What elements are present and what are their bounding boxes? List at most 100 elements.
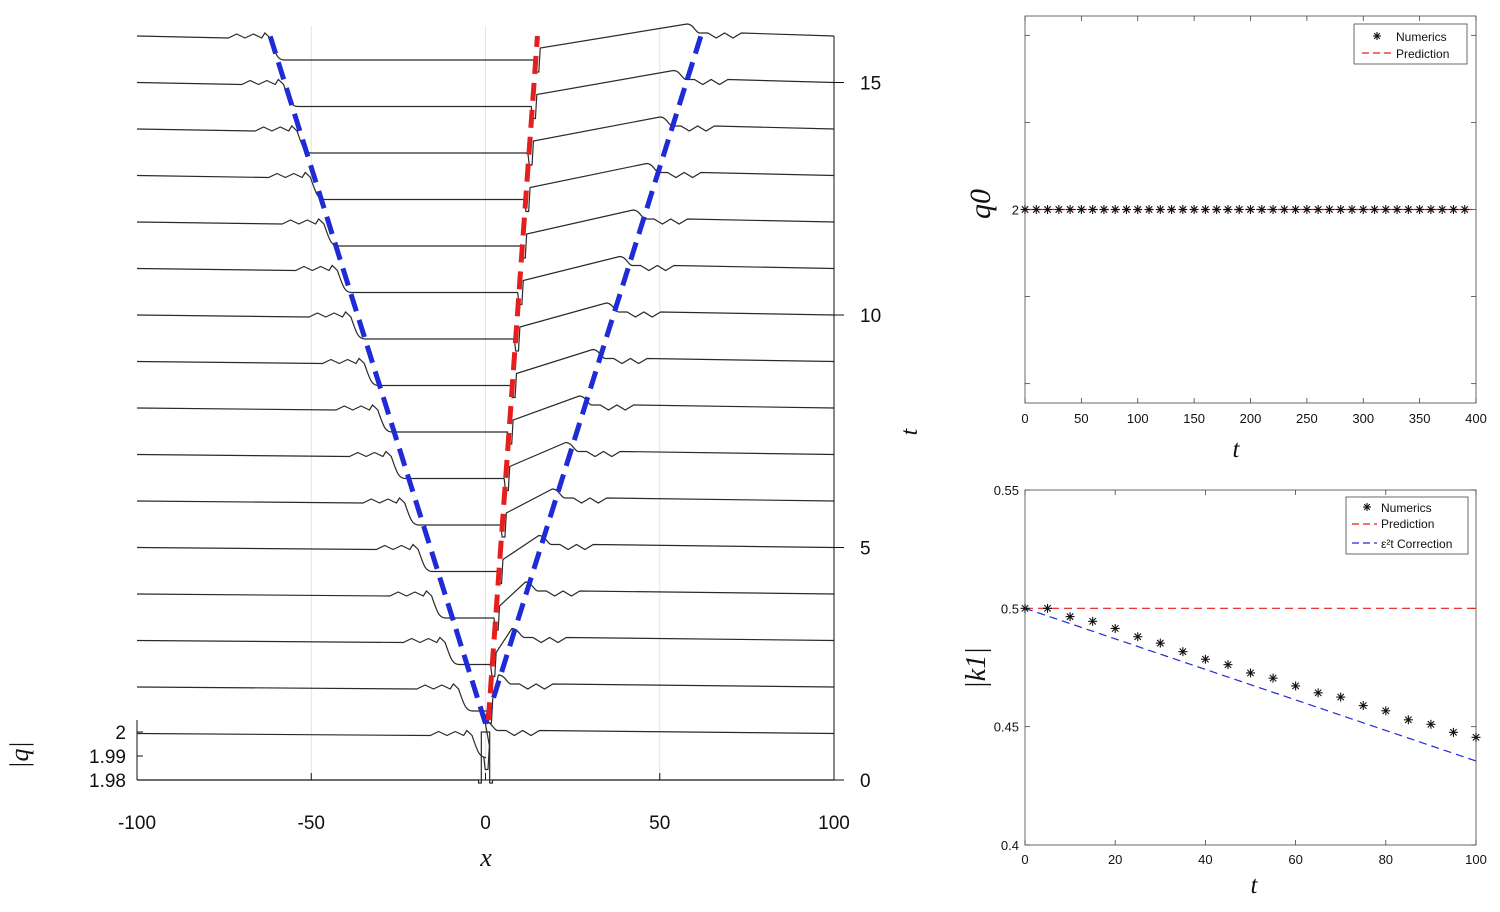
legend-star-icon: [1373, 32, 1381, 40]
numerics-point: [1054, 205, 1064, 214]
numerics-point: [1088, 205, 1098, 214]
numerics-point: [1076, 205, 1086, 214]
numerics-point: [1347, 205, 1357, 214]
legend-box: [1353, 23, 1468, 65]
legend-label-numerics: Numerics: [1381, 501, 1432, 515]
legend: Numerics Prediction: [1353, 23, 1468, 65]
x-tick-label: 50: [1074, 411, 1088, 426]
x-tick-label: 350: [1409, 411, 1431, 426]
y-tick-label: 0.45: [994, 720, 1019, 735]
star-stroke: [1246, 205, 1255, 214]
numerics-point: [1167, 205, 1177, 214]
numerics-point: [1020, 603, 1030, 613]
waterfall-trace: [136, 302, 835, 352]
x-tick-label: 400: [1465, 411, 1487, 426]
legend-label-correction: ε²t Correction: [1381, 537, 1452, 551]
numerics-point: [1268, 205, 1278, 214]
x-tick-label: 200: [1240, 411, 1262, 426]
x-tick-label: 300: [1352, 411, 1374, 426]
star-stroke: [1292, 205, 1300, 214]
x-tick-label: 0: [480, 813, 491, 834]
star-stroke: [1134, 205, 1142, 214]
x-tick-label: 80: [1379, 852, 1393, 867]
x-tick-label: 250: [1296, 411, 1318, 426]
numerics-point: [1460, 205, 1470, 214]
numerics-point: [1110, 205, 1120, 214]
numerics-point: [1313, 205, 1323, 214]
numerics-point: [1324, 205, 1334, 214]
numerics-point: [1099, 205, 1109, 214]
star-stroke: [1100, 205, 1108, 214]
numerics-point: [1155, 638, 1165, 648]
waterfall-trace: [136, 348, 835, 399]
numerics-point: [1155, 205, 1165, 214]
numerics-point: [1426, 719, 1436, 729]
star-stroke: [1382, 707, 1390, 715]
numerics-point: [1200, 205, 1210, 214]
numerics-point: [1381, 205, 1391, 214]
y-tick-label: 0.4: [1001, 838, 1019, 853]
q-axis-label: |q|: [5, 741, 34, 768]
x-tick-label: 20: [1108, 852, 1122, 867]
star-stroke: [1168, 205, 1176, 214]
x-tick-label: 100: [1465, 852, 1487, 867]
numerics-point: [1031, 205, 1041, 214]
numerics-point: [1110, 623, 1120, 633]
numerics-point: [1246, 668, 1255, 678]
numerics-point: [1133, 632, 1143, 642]
t-tick-label: 5: [860, 539, 871, 560]
star-stroke: [1089, 617, 1097, 625]
t-axis-label: t: [897, 427, 923, 435]
numerics-point: [1065, 205, 1075, 214]
numerics-point: [1448, 205, 1458, 214]
star-stroke: [1269, 674, 1277, 682]
star-stroke: [1359, 205, 1367, 214]
star-stroke: [1179, 205, 1187, 214]
x-axis-label: x: [479, 843, 492, 872]
numerics-point: [1426, 205, 1436, 214]
star-stroke: [1066, 613, 1074, 621]
star-stroke: [1145, 205, 1153, 214]
numerics-point: [1234, 205, 1244, 214]
q0-panel: 0 50 100 150 200 250 300 350 400 2 t q0 Numerics Pred…: [964, 15, 1487, 463]
y-tick-label: 2: [1012, 203, 1019, 218]
legend-label-numerics: Numerics: [1396, 30, 1447, 44]
legend-label-prediction: Prediction: [1381, 517, 1434, 531]
star-stroke: [1201, 655, 1209, 663]
star-stroke: [1427, 720, 1435, 728]
star-stroke: [1416, 205, 1424, 214]
numerics-point: [1223, 660, 1233, 670]
numerics-point: [1212, 205, 1222, 214]
right-front-prediction: [483, 35, 704, 725]
x-tick-label: -100: [118, 813, 156, 834]
star-stroke: [1111, 624, 1119, 633]
star-stroke: [1303, 205, 1311, 214]
star-stroke: [1156, 205, 1164, 214]
star-stroke: [1021, 604, 1029, 612]
q-tick-label: 1.98: [89, 771, 126, 792]
y-axis-label: q0: [964, 189, 997, 219]
numerics-point: [1189, 205, 1199, 214]
t-tick-label: 15: [860, 74, 881, 95]
y-axis-label: |k1|: [961, 647, 992, 689]
waterfall-trace: [137, 731, 834, 784]
star-stroke: [1337, 693, 1345, 701]
star-stroke: [1055, 205, 1063, 214]
numerics-point: [1088, 616, 1098, 626]
numerics-point: [1043, 603, 1053, 613]
numerics-point: [1178, 205, 1188, 214]
star-stroke: [1449, 728, 1458, 736]
legend-star-icon: [1363, 503, 1371, 511]
star-stroke: [1201, 205, 1209, 214]
star-stroke: [1224, 205, 1232, 214]
numerics-point: [1121, 205, 1131, 214]
numerics-point: [1268, 673, 1278, 683]
x-tick-label: 60: [1288, 852, 1302, 867]
numerics-point: [1381, 706, 1391, 716]
legend-label-prediction: Prediction: [1396, 47, 1449, 61]
star-stroke: [1021, 205, 1029, 214]
numerics-point: [1144, 205, 1154, 214]
numerics-point: [1020, 205, 1030, 214]
t-tick-label: 0: [860, 771, 871, 792]
